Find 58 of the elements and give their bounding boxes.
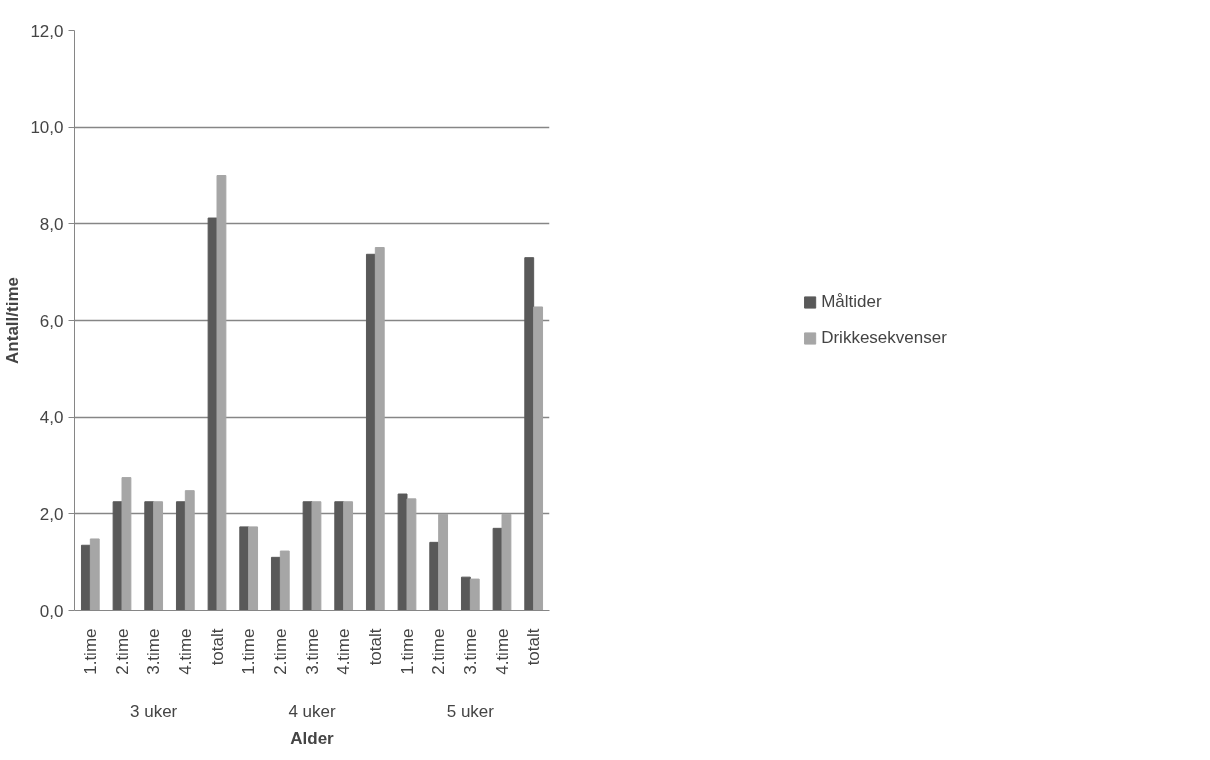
bar: [365, 253, 376, 611]
bar: [279, 550, 290, 611]
x-tick-label: 4.time: [492, 628, 512, 675]
y-tick-label: 8,0: [39, 214, 64, 234]
bar: [216, 175, 227, 611]
x-tick-label: 1.time: [397, 628, 417, 675]
bar: [270, 556, 281, 611]
y-tick-label: 0,0: [39, 601, 64, 621]
bar: [334, 501, 345, 611]
bar: [469, 578, 480, 611]
x-tick-label: 3.time: [144, 628, 164, 675]
x-tick-label: 3.time: [302, 628, 322, 675]
x-tick-label: 2.time: [270, 628, 290, 675]
bar: [121, 477, 132, 611]
bar: [248, 526, 259, 611]
bar: [374, 247, 385, 611]
x-tick-label: 2.time: [112, 628, 132, 675]
y-tick-label: 12,0: [30, 21, 64, 41]
legend-label: Måltider: [821, 292, 882, 312]
bar: [429, 541, 440, 611]
x-tick-label: 1.time: [80, 628, 100, 675]
y-tick-label: 2,0: [39, 504, 64, 524]
bar: [492, 527, 503, 611]
x-tick-label: totalt: [207, 628, 227, 666]
x-tick-label: 4.time: [334, 628, 354, 675]
x-tick-label: 1.time: [239, 628, 259, 675]
bar: [533, 306, 544, 611]
bar: [144, 501, 155, 611]
text: 5 uker: [446, 701, 495, 721]
bar: [406, 498, 417, 611]
x-tick-label: 4.time: [175, 628, 195, 675]
y-tick-label: 4,0: [39, 408, 64, 428]
bar: [501, 513, 512, 611]
y-tick-label: 10,0: [30, 118, 64, 138]
bar: [311, 501, 322, 611]
bar: [184, 490, 195, 611]
x-tick-label: 2.time: [429, 628, 449, 675]
y-tick-label: 6,0: [39, 311, 64, 331]
bar: [438, 513, 449, 611]
y-axis-title: Antall/time: [3, 277, 23, 364]
bar: [239, 526, 250, 611]
x-tick-label: totalt: [365, 628, 385, 666]
bar: [112, 501, 123, 611]
bar: [153, 501, 164, 611]
bar: [175, 501, 186, 611]
x-axis-title: Alder: [290, 728, 335, 748]
bar: [343, 501, 354, 611]
bar: [524, 257, 535, 611]
x-tick-label: 3.time: [460, 628, 480, 675]
legend-label: Drikkesekvenser: [821, 328, 947, 348]
bar: [80, 544, 91, 611]
x-tick-label: totalt: [524, 628, 544, 666]
bar: [207, 217, 218, 611]
bar: [89, 538, 100, 611]
bar: [397, 493, 408, 611]
bar: [302, 501, 313, 611]
text: 4 uker: [288, 701, 336, 721]
text: 3 uker: [130, 701, 178, 721]
